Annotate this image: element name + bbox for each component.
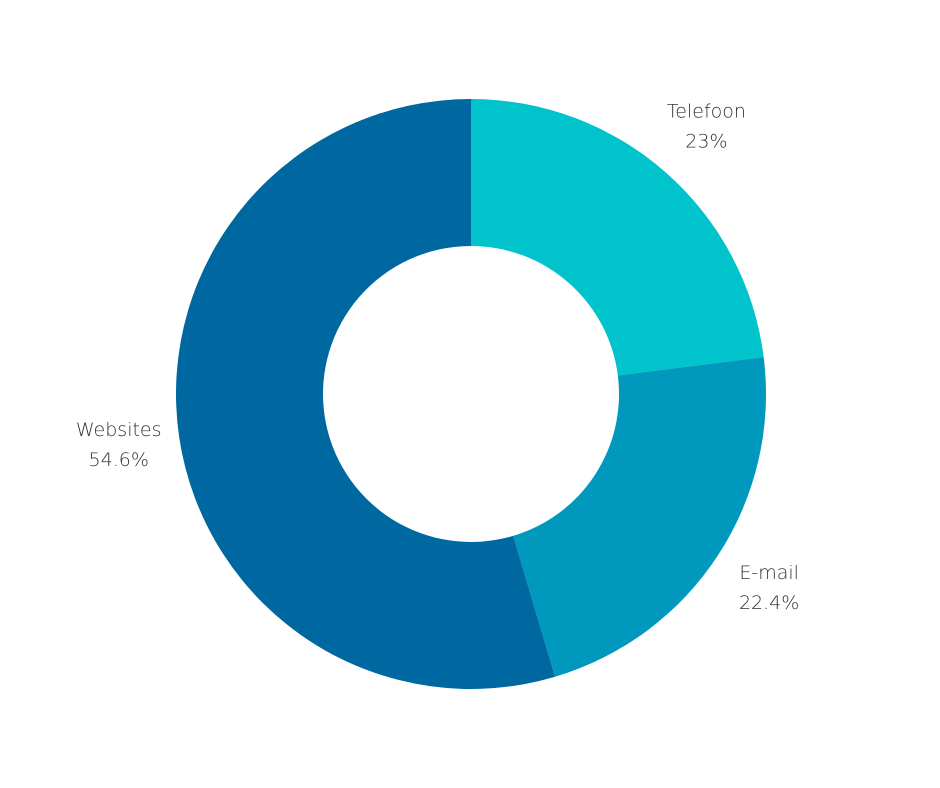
slice-value-label: 22.4%	[739, 592, 799, 614]
slice-value-label: 23%	[685, 130, 727, 152]
slice-label: Telefoon	[667, 100, 746, 122]
donut-slice	[175, 99, 556, 690]
donut-slice	[513, 357, 766, 677]
slice-value-label: 54.6%	[89, 449, 149, 471]
slice-label: Websites	[76, 419, 162, 441]
slice-label: E-mail	[739, 562, 799, 584]
donut-slice	[471, 99, 764, 376]
